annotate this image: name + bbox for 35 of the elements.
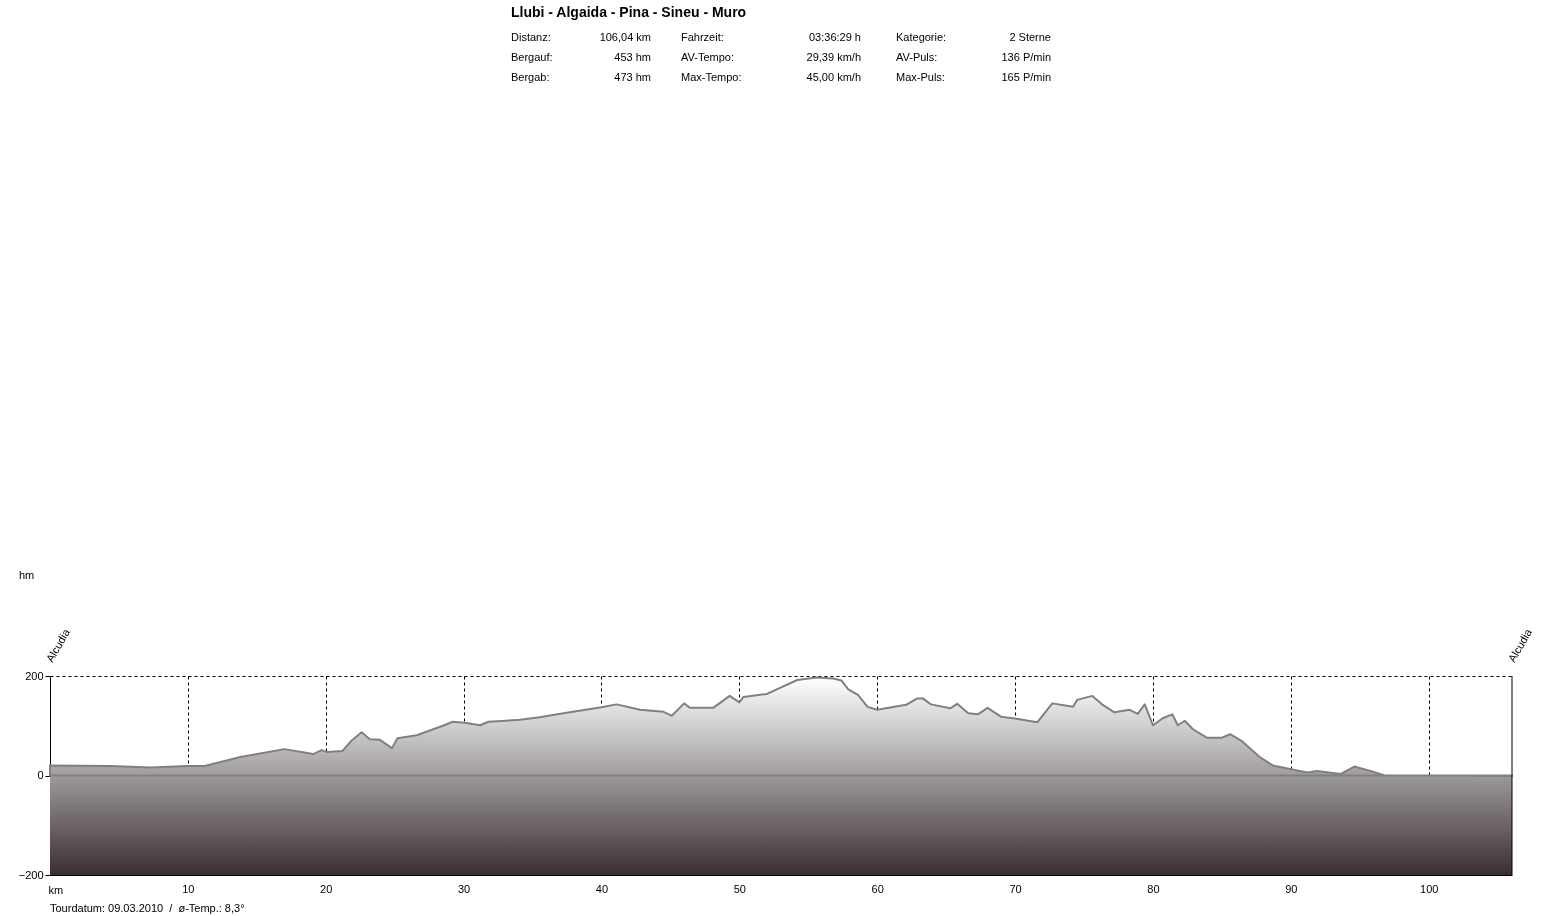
text: Bergab:	[511, 71, 550, 83]
text: 165 P/min	[1001, 71, 1051, 83]
text: 136 P/min	[1001, 51, 1051, 63]
text: 03:36:29 h	[809, 31, 861, 43]
chart-title: Llubi - Algaida - Pina - Sineu - Muro	[511, 4, 747, 20]
text: 106,04 km	[599, 31, 651, 43]
x-tick-label: 60	[871, 882, 884, 895]
y-tick-label: −200	[18, 868, 44, 881]
text: Fahrzeit:	[681, 31, 724, 43]
y-tick-label: 0	[37, 769, 44, 781]
x-tick-label: 10	[182, 882, 195, 895]
text: Max-Tempo:	[681, 71, 742, 83]
text: 453 hm	[614, 51, 651, 63]
text: 45,00 km/h	[806, 71, 861, 83]
x-tick-label: 50	[733, 882, 746, 895]
x-tick-label: 70	[1009, 882, 1022, 895]
x-tick-label: 90	[1285, 882, 1298, 895]
x-tick-label: 20	[320, 882, 333, 895]
text: Max-Puls:	[896, 71, 945, 83]
x-tick-label: 30	[457, 882, 471, 895]
text: Tourdatum: 09.03.2010 / ø-Temp.: 8,3°	[50, 902, 245, 914]
y-tick-label: 200	[25, 669, 44, 682]
text: 2 Sterne	[1009, 31, 1051, 43]
text: AV-Tempo:	[681, 51, 734, 63]
text: Distanz:	[511, 31, 551, 43]
x-axis-title: km	[48, 883, 64, 896]
x-tick-label: 80	[1147, 882, 1160, 895]
x-tick-label: 40	[595, 882, 609, 895]
text: hm	[19, 569, 35, 581]
text: Kategorie:	[896, 31, 947, 43]
text: AV-Puls:	[896, 51, 938, 63]
text: 473 hm	[614, 71, 651, 83]
x-tick-label: 100	[1420, 882, 1439, 895]
text: Bergauf:	[511, 51, 553, 63]
text: 29,39 km/h	[806, 51, 861, 63]
